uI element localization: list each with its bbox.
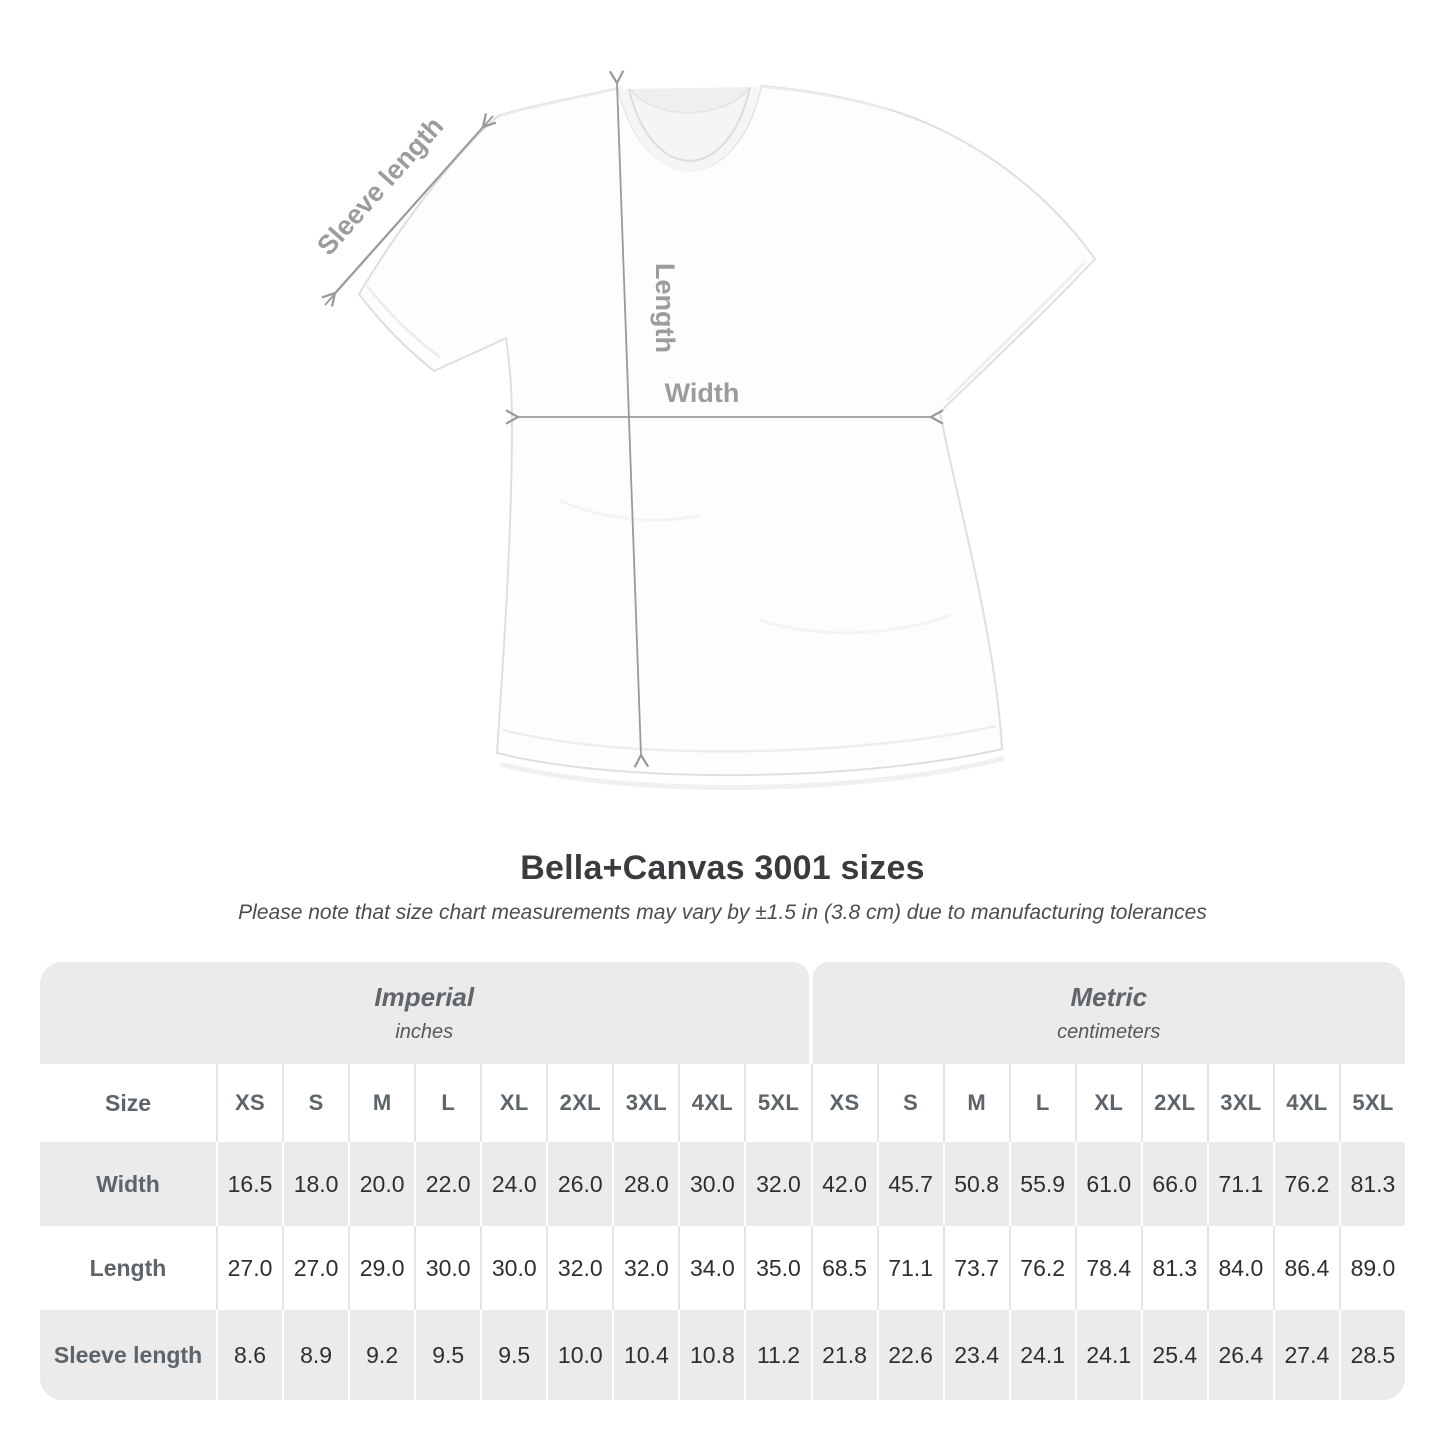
size-imperial-3xl: 3XL — [612, 1064, 678, 1143]
value-cell-imperial: 18.0 — [282, 1142, 348, 1227]
size-metric-xs: XS — [810, 1064, 877, 1143]
value-cell-imperial: 10.8 — [678, 1310, 744, 1401]
page-title: Bella+Canvas 3001 sizes — [520, 849, 925, 887]
value-cell-metric: 55.9 — [1008, 1142, 1075, 1227]
value-cell-imperial: 29.0 — [348, 1226, 414, 1311]
value-cell-imperial: 8.9 — [282, 1310, 348, 1401]
value-cell-imperial: 30.0 — [480, 1226, 546, 1311]
tolerance-note: Please note that size chart measurements… — [238, 900, 1207, 924]
row-label: Sleeve length — [53, 1341, 203, 1368]
value-cell-imperial: 32.0 — [744, 1142, 810, 1227]
table-row-width: Width 16.5 18.0 20.0 22.0 24.0 26.0 28.0 30.0 32.… — [40, 1142, 1405, 1227]
value-cell-imperial: 20.0 — [348, 1142, 414, 1227]
value-cell-imperial: 26.0 — [546, 1142, 612, 1227]
value-cell-metric: 61.0 — [1074, 1142, 1141, 1227]
value-cell-imperial: 24.0 — [480, 1142, 546, 1227]
collar — [618, 86, 761, 172]
value-cell-imperial: 27.0 — [282, 1226, 348, 1311]
imperial-title: Imperial — [374, 982, 475, 1013]
width-label: Width — [665, 378, 740, 408]
size-metric-3xl: 3XL — [1206, 1064, 1273, 1143]
size-imperial-l: L — [414, 1064, 480, 1143]
metric-header: Metric centimeters — [812, 962, 1405, 1065]
size-metric-m: M — [942, 1064, 1009, 1143]
value-cell-imperial: 10.0 — [546, 1310, 612, 1401]
value-cell-imperial: 10.4 — [612, 1310, 678, 1401]
tshirt-measurement-diagram: Sleeve length Length Width — [311, 70, 1096, 790]
size-header-label: Size — [104, 1089, 152, 1116]
value-cell-metric: 78.4 — [1074, 1226, 1141, 1311]
shirt-seams — [366, 86, 1085, 790]
value-cell-metric: 25.4 — [1140, 1310, 1207, 1401]
size-imperial-xl: XL — [480, 1064, 546, 1143]
row-label: Length — [89, 1254, 167, 1281]
size-imperial-xs: XS — [216, 1064, 282, 1143]
value-cell-metric: 23.4 — [942, 1310, 1009, 1401]
size-metric-4xl: 4XL — [1272, 1064, 1339, 1143]
value-cell-metric: 42.0 — [810, 1142, 877, 1227]
row-label: Width — [96, 1170, 160, 1197]
size-metric-s: S — [876, 1064, 943, 1143]
sleeve-length-arrow — [321, 113, 497, 307]
value-cell-imperial: 27.0 — [216, 1226, 282, 1311]
size-metric-xl: XL — [1074, 1064, 1141, 1143]
table-row-length: Length 27.0 27.0 29.0 30.0 30.0 32.0 32.0 34.0 35… — [40, 1226, 1405, 1311]
value-cell-metric: 50.8 — [942, 1142, 1009, 1227]
value-cell-metric: 66.0 — [1140, 1142, 1207, 1227]
metric-unit: centimeters — [1057, 1021, 1161, 1044]
value-cell-imperial: 35.0 — [744, 1226, 810, 1311]
value-cell-imperial: 32.0 — [546, 1226, 612, 1311]
size-header-row: Size XS S M L XL 2XL 3XL 4XL 5XL XS S M L XL 2XL 3XL 4XL 5… — [40, 1064, 1405, 1143]
size-imperial-4xl: 4XL — [678, 1064, 744, 1143]
value-cell-metric: 26.4 — [1206, 1310, 1273, 1401]
value-cell-metric: 22.6 — [876, 1310, 943, 1401]
imperial-unit: inches — [395, 1021, 454, 1044]
value-cell-imperial: 32.0 — [612, 1226, 678, 1311]
value-cell-metric: 28.5 — [1338, 1310, 1405, 1401]
value-cell-metric: 73.7 — [942, 1226, 1009, 1311]
value-cell-metric: 68.5 — [810, 1226, 877, 1311]
value-cell-metric: 71.1 — [876, 1226, 943, 1311]
value-cell-metric: 21.8 — [810, 1310, 877, 1401]
size-imperial-5xl: 5XL — [744, 1064, 810, 1143]
size-table: Imperial inches Metric centimeters Size X… — [40, 962, 1405, 1401]
value-cell-metric: 86.4 — [1272, 1226, 1339, 1311]
value-cell-metric: 71.1 — [1206, 1142, 1273, 1227]
value-cell-imperial: 8.6 — [216, 1310, 282, 1401]
value-cell-metric: 24.1 — [1074, 1310, 1141, 1401]
value-cell-imperial: 34.0 — [678, 1226, 744, 1311]
size-metric-5xl: 5XL — [1338, 1064, 1405, 1143]
table-row-sleeve-length: Sleeve length 8.6 8.9 9.2 9.5 9.5 10.0 10.4 10.8… — [40, 1310, 1405, 1401]
size-imperial-2xl: 2XL — [546, 1064, 612, 1143]
size-imperial-s: S — [282, 1064, 348, 1143]
value-cell-metric: 76.2 — [1008, 1226, 1075, 1311]
value-cell-imperial: 22.0 — [414, 1142, 480, 1227]
imperial-header: Imperial inches — [40, 962, 809, 1065]
value-cell-imperial: 9.2 — [348, 1310, 414, 1401]
value-cell-metric: 89.0 — [1338, 1226, 1405, 1311]
value-cell-metric: 84.0 — [1206, 1226, 1273, 1311]
size-metric-l: L — [1008, 1064, 1075, 1143]
value-cell-imperial: 28.0 — [612, 1142, 678, 1227]
value-cell-imperial: 30.0 — [414, 1226, 480, 1311]
value-cell-metric: 24.1 — [1008, 1310, 1075, 1401]
value-cell-metric: 81.3 — [1338, 1142, 1405, 1227]
value-cell-imperial: 16.5 — [216, 1142, 282, 1227]
value-cell-metric: 81.3 — [1140, 1226, 1207, 1311]
value-cell-imperial: 30.0 — [678, 1142, 744, 1227]
measurements-grid: Size XS S M L XL 2XL 3XL 4XL 5XL XS S M L XL 2XL 3XL 4XL 5… — [40, 1064, 1405, 1401]
unit-header-band: Imperial inches Metric centimeters — [40, 962, 1405, 1065]
size-imperial-m: M — [348, 1064, 414, 1143]
value-cell-imperial: 9.5 — [414, 1310, 480, 1401]
length-label: Length — [650, 263, 680, 353]
metric-title: Metric — [1070, 982, 1148, 1013]
value-cell-imperial: 9.5 — [480, 1310, 546, 1401]
value-cell-imperial: 11.2 — [744, 1310, 810, 1401]
tshirt-image — [358, 85, 1096, 790]
value-cell-metric: 76.2 — [1272, 1142, 1339, 1227]
value-cell-metric: 27.4 — [1272, 1310, 1339, 1401]
size-metric-2xl: 2XL — [1140, 1064, 1207, 1143]
value-cell-metric: 45.7 — [876, 1142, 943, 1227]
